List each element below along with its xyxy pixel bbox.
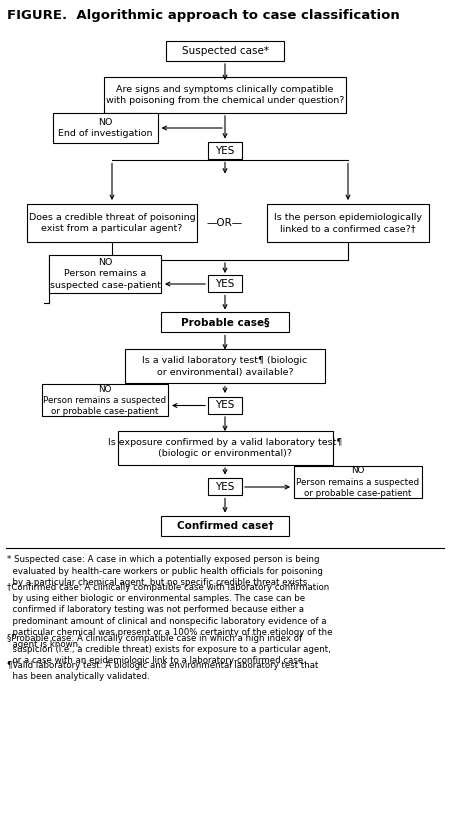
Text: ¶Valid laboratory test: A biologic and environmental laboratory test that
  has : ¶Valid laboratory test: A biologic and e… bbox=[7, 660, 319, 681]
Bar bbox=[27, 204, 197, 242]
Bar bbox=[161, 515, 289, 536]
Text: YES: YES bbox=[215, 146, 235, 156]
Text: * Suspected case: A case in which a potentially exposed person is being
  evalua: * Suspected case: A case in which a pote… bbox=[7, 555, 323, 588]
Bar bbox=[208, 276, 242, 293]
Bar bbox=[208, 397, 242, 414]
Text: YES: YES bbox=[215, 401, 235, 411]
Text: Suspected case*: Suspected case* bbox=[181, 46, 269, 56]
Text: Is the person epidemiologically
linked to a confirmed case?†: Is the person epidemiologically linked t… bbox=[274, 213, 422, 233]
Text: NO
Person remains a
suspected case-patient: NO Person remains a suspected case-patie… bbox=[50, 259, 161, 289]
Text: Are signs and symptoms clinically compatible
with poisoning from the chemical un: Are signs and symptoms clinically compat… bbox=[106, 85, 344, 105]
Bar bbox=[53, 113, 158, 143]
Bar bbox=[208, 142, 242, 159]
Text: —OR—: —OR— bbox=[207, 218, 243, 228]
Text: YES: YES bbox=[215, 279, 235, 289]
Bar bbox=[104, 77, 346, 113]
Text: NO
End of investigation: NO End of investigation bbox=[58, 118, 152, 138]
Text: FIGURE.  Algorithmic approach to case classification: FIGURE. Algorithmic approach to case cla… bbox=[7, 9, 400, 22]
Text: Confirmed case†: Confirmed case† bbox=[177, 520, 273, 531]
Text: NO
Person remains a suspected
or probable case-patient: NO Person remains a suspected or probabl… bbox=[44, 385, 166, 416]
Bar bbox=[161, 312, 289, 333]
Text: Is exposure confirmed by a valid laboratory test¶
(biologic or environmental)?: Is exposure confirmed by a valid laborat… bbox=[108, 438, 342, 458]
Text: Does a credible threat of poisoning
exist from a particular agent?: Does a credible threat of poisoning exis… bbox=[29, 213, 195, 233]
Text: NO
Person remains a suspected
or probable case-patient: NO Person remains a suspected or probabl… bbox=[297, 467, 419, 498]
Text: †Confirmed case: A clinically compatible case with laboratory confirmation
  by : †Confirmed case: A clinically compatible… bbox=[7, 582, 333, 649]
Bar bbox=[125, 350, 325, 384]
Bar bbox=[49, 255, 161, 293]
Bar bbox=[294, 466, 422, 498]
Text: YES: YES bbox=[215, 482, 235, 492]
Text: §Probable case: A clinically compatible case in which a high index of
  suspicio: §Probable case: A clinically compatible … bbox=[7, 633, 331, 665]
Bar bbox=[117, 431, 333, 465]
Bar bbox=[208, 479, 242, 495]
Bar bbox=[267, 204, 429, 242]
Text: Is a valid laboratory test¶ (biologic
or environmental) available?: Is a valid laboratory test¶ (biologic or… bbox=[142, 356, 308, 376]
Bar bbox=[166, 41, 284, 61]
Text: Probable case§: Probable case§ bbox=[181, 318, 269, 328]
Bar bbox=[42, 385, 168, 416]
